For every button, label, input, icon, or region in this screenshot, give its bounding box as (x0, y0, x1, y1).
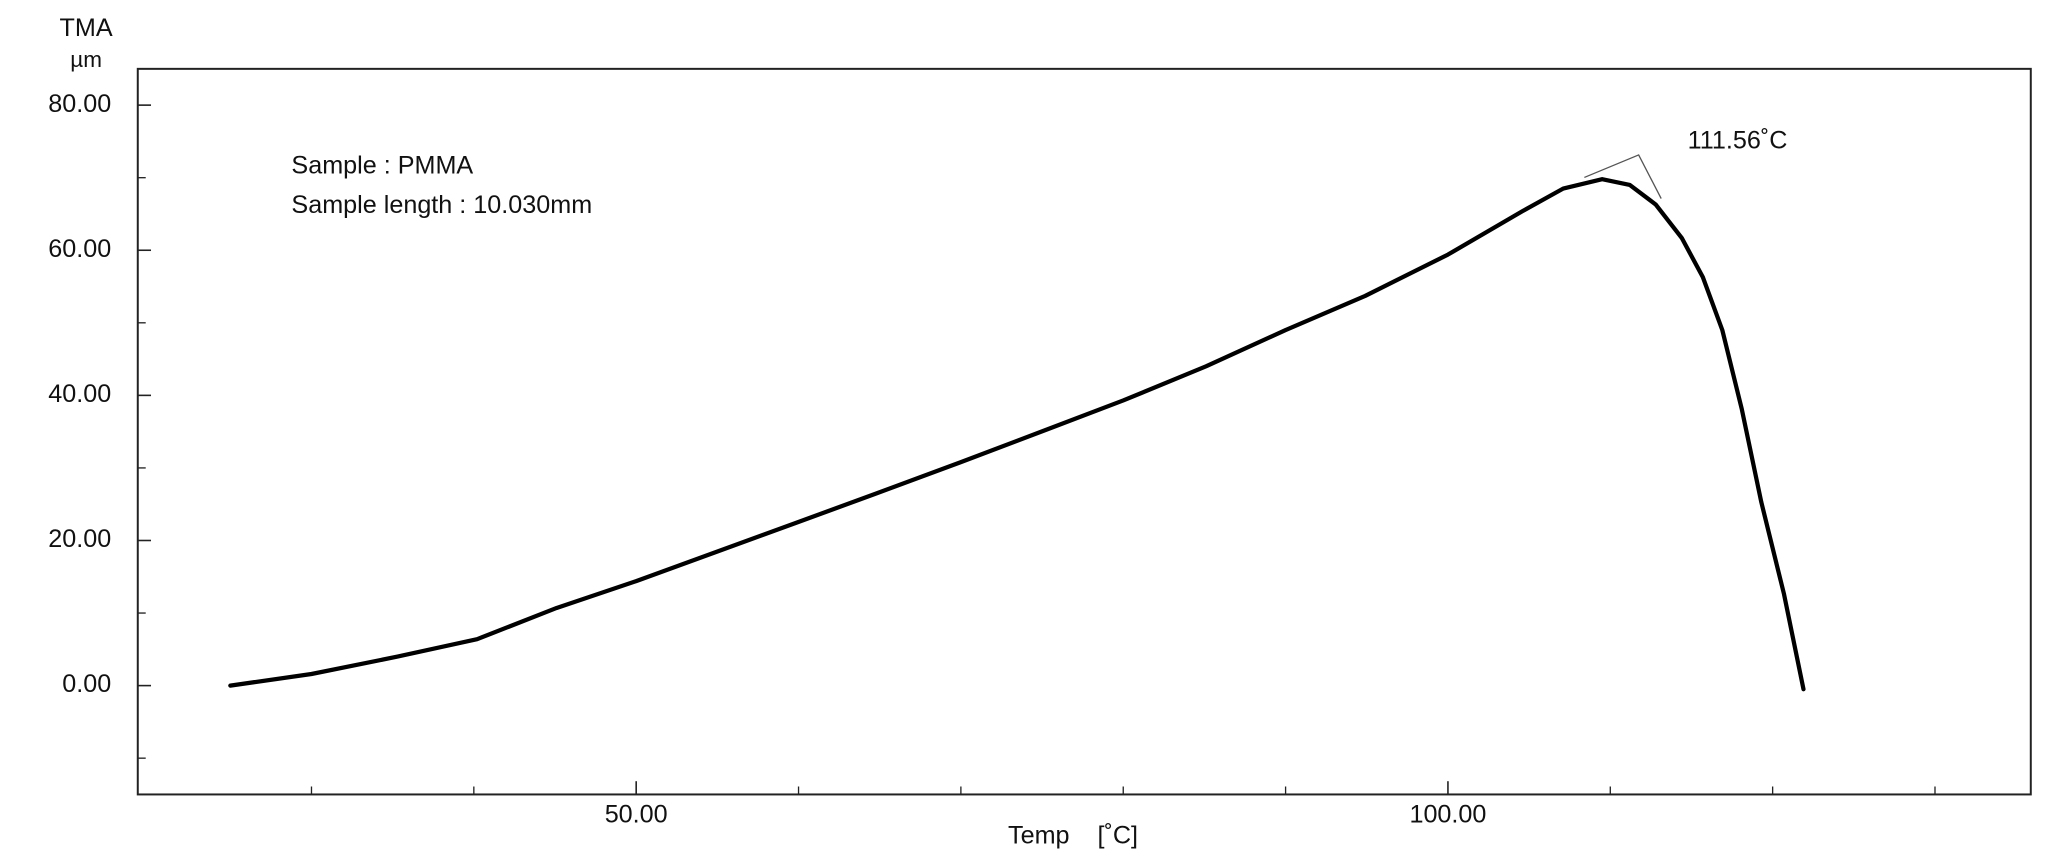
plot-frame (136, 67, 2032, 796)
y-tick-label: 40.00 (48, 380, 111, 408)
tangent-lines (1584, 154, 1662, 199)
y-tick-label: 20.00 (48, 525, 111, 553)
y-tick-label: 80.00 (48, 90, 111, 118)
x-tick-label: 100.00 (1409, 800, 1486, 828)
annotation: Sample : PMMA (291, 151, 473, 179)
y-tick-label: 60.00 (48, 235, 111, 263)
annotation: Sample length : 10.030mm (291, 191, 592, 219)
y-axis-title: TMA (60, 14, 113, 42)
x-axis-title: Temp [˚C] (1008, 821, 1138, 849)
onset-label: 111.56˚C (1688, 126, 1788, 154)
x-tick-label: 50.00 (605, 800, 668, 828)
y-tick-label: 0.00 (62, 670, 111, 698)
data-line (228, 177, 1806, 692)
y-axis-unit: µm (70, 47, 102, 72)
